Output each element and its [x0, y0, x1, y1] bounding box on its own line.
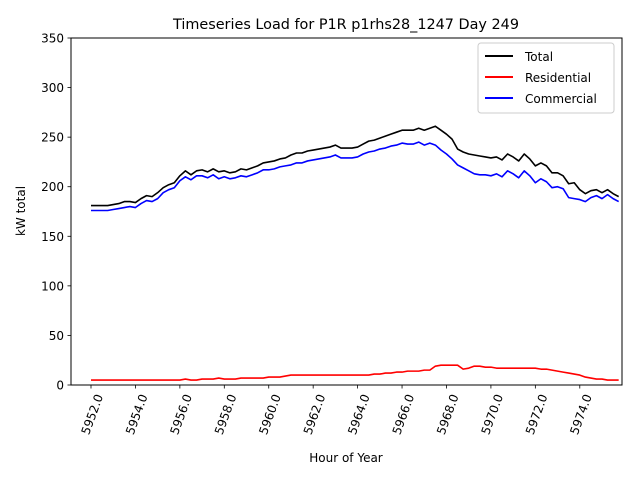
x-axis-title: Hour of Year [309, 451, 383, 465]
series-line-commercial [91, 141, 620, 212]
series-line-total [91, 125, 620, 207]
y-tick-label: 350 [41, 32, 64, 46]
y-tick-label: 250 [41, 131, 64, 145]
y-tick-label: 300 [41, 81, 64, 95]
y-tick-label: 200 [41, 180, 64, 194]
series-line-residential [91, 364, 619, 381]
legend: Total Residential Commercial [477, 42, 615, 114]
axes-frame [70, 37, 623, 386]
legend-box [477, 42, 615, 114]
legend-label-commercial: Commercial [525, 92, 597, 106]
y-tick-label: 50 [49, 329, 64, 343]
y-axis-title: kW total [14, 186, 28, 236]
y-axis-ticks: 0 50 100 150 200 250 300 350 [41, 32, 71, 393]
legend-label-residential: Residential [525, 71, 591, 85]
y-tick-label: 100 [41, 279, 64, 293]
legend-label-total: Total [524, 50, 553, 64]
chart-title: Timeseries Load for P1R p1rhs28_1247 Day… [172, 17, 519, 33]
y-tick-label: 0 [56, 379, 64, 393]
y-tick-label: 150 [41, 230, 64, 244]
plot-area [70, 37, 623, 386]
series-layer [91, 125, 620, 381]
